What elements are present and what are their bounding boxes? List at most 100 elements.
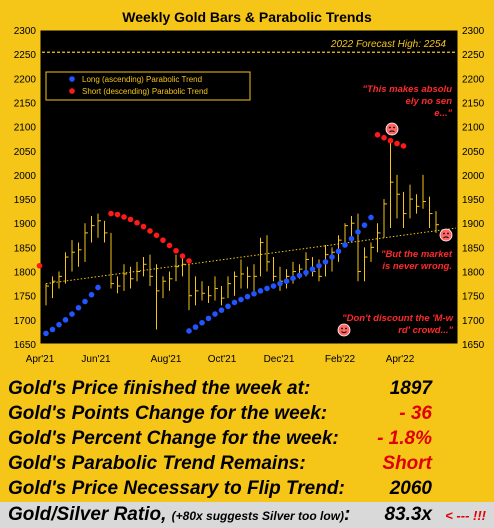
y-axis-left: 1650 1700 1750 1800 1850 1900 1950 2000 2050 2100…: [14, 26, 37, 351]
long-trend-dot: [43, 330, 49, 337]
long-trend-dot: [225, 303, 231, 310]
long-trend-dot: [186, 328, 192, 334]
annotation-line: "Don't discount the 'M-w: [342, 313, 453, 324]
long-trend-dot: [277, 280, 283, 287]
annotation-line: e...": [434, 108, 452, 119]
stat-value: - 36: [399, 403, 432, 424]
long-trend-dot: [218, 307, 225, 313]
short-trend-dot: [121, 214, 127, 220]
legend-short-label: Short (descending) Parabolic Trend: [82, 87, 208, 96]
y-tick-label: 1900: [462, 219, 485, 230]
short-trend-dot: [387, 137, 394, 144]
ratio-note: (+80x suggests Silver too low): [171, 509, 345, 523]
stat-label: Gold's Price finished the week at:: [8, 378, 311, 399]
short-trend-dot: [394, 140, 400, 147]
face-eye: [447, 232, 449, 235]
long-trend-dot: [329, 254, 335, 260]
short-trend-dot: [36, 262, 43, 269]
stat-label: Gold's Percent Change for the week:: [8, 428, 339, 449]
annotation-line: "This makes absolu: [362, 84, 452, 95]
long-trend-dot: [212, 311, 218, 317]
stat-row-price: Gold's Price finished the week at: 1897: [0, 376, 494, 401]
long-trend-dot: [49, 326, 56, 333]
long-trend-dot: [88, 291, 95, 298]
long-trend-dot: [231, 299, 238, 306]
y-tick-label: 1900: [14, 219, 37, 230]
ratio-row: Gold/Silver Ratio, (+80x suggests Silver…: [0, 502, 494, 528]
stat-row-trend: Gold's Parabolic Trend Remains: Short: [0, 451, 494, 476]
stat-label: Gold's Price Necessary to Flip Trend:: [8, 478, 345, 499]
long-trend-dot: [355, 229, 361, 235]
legend-long-label: Long (ascending) Parabolic Trend: [82, 75, 202, 84]
long-trend-dot: [251, 290, 257, 297]
long-trend-dot: [303, 269, 309, 276]
short-trend-dot: [160, 237, 166, 243]
y-tick-label: 2000: [14, 171, 37, 182]
long-trend-dot: [56, 321, 62, 328]
stat-value: 2060: [389, 478, 432, 499]
y-tick-label: 2100: [14, 123, 37, 134]
annotation-line: "But the market: [381, 249, 453, 260]
face-circle: [337, 323, 351, 337]
annotations: "This makes absolu ely no sen e..." "But th…: [337, 84, 454, 337]
long-trend-dot: [244, 293, 251, 300]
y-tick-label: 1700: [14, 316, 37, 327]
face-circle: [385, 122, 399, 136]
y-tick-label: 2000: [462, 171, 485, 182]
annotation-never-wrong: "But the market is never wrong.: [381, 249, 453, 272]
y-tick-label: 2200: [462, 74, 485, 85]
long-trend-dot: [205, 315, 212, 322]
y-tick-label: 1650: [462, 340, 485, 351]
stat-value: - 1.8%: [377, 428, 432, 449]
short-trend-dot: [179, 253, 186, 259]
ratio-alert: < --- !!!: [445, 508, 486, 523]
stats-panel: Gold's Price finished the week at: 1897 …: [0, 374, 494, 528]
stat-row-percent-change: Gold's Percent Change for the week: - 1.…: [0, 426, 494, 451]
ratio-label-group: Gold/Silver Ratio, (+80x suggests Silver…: [8, 504, 350, 526]
long-trend-dot: [82, 298, 88, 305]
annotation-line: ely no sen: [406, 96, 453, 107]
y-tick-label: 2050: [462, 147, 485, 158]
long-trend-dot: [95, 284, 101, 291]
confused-face-icon: [385, 122, 399, 136]
plot-layer: [36, 51, 457, 337]
y-tick-label: 1750: [14, 292, 37, 303]
face-circle: [439, 228, 453, 242]
face-eye: [341, 327, 343, 330]
ratio-label: Gold/Silver Ratio,: [8, 504, 167, 525]
long-trend-dot: [335, 248, 342, 255]
short-trend-dot: [114, 211, 121, 218]
long-trend-dot: [238, 296, 244, 303]
x-tick-label: Jun'21: [81, 354, 111, 365]
face-mouth: [389, 130, 395, 133]
stat-label: Gold's Parabolic Trend Remains:: [8, 453, 306, 474]
y-tick-label: 2150: [462, 98, 485, 109]
y-tick-label: 2200: [14, 74, 37, 85]
short-trend-dot: [134, 219, 140, 226]
annotation-line: rd' crowd...": [398, 325, 453, 336]
long-trend-dot: [257, 288, 264, 294]
short-trend-dot: [400, 143, 407, 149]
long-trend-dot: [270, 283, 277, 289]
y-tick-label: 2300: [462, 26, 485, 37]
y-tick-label: 1650: [14, 340, 37, 351]
y-tick-label: 1800: [14, 268, 37, 279]
face-mouth: [341, 331, 347, 334]
y-tick-label: 2250: [462, 50, 485, 61]
y-tick-label: 1850: [14, 243, 37, 254]
long-trend-dot: [322, 259, 329, 265]
x-tick-label: Oct'21: [208, 354, 237, 365]
y-tick-label: 2050: [14, 147, 37, 158]
long-trend-dot: [283, 278, 290, 285]
x-tick-label: Aug'21: [151, 354, 182, 365]
long-trend-dot: [192, 324, 199, 330]
face-mouth: [443, 236, 449, 239]
face-eye: [443, 232, 445, 235]
y-tick-label: 2300: [14, 26, 37, 37]
stat-value: 1897: [389, 378, 432, 399]
legend-box: [45, 71, 251, 101]
short-trend-dot: [166, 242, 173, 249]
gold-chart: Weekly Gold Bars & Parabolic Trends 1650…: [14, 9, 485, 365]
annotation-line: is never wrong.: [382, 261, 452, 272]
short-trend-dot: [381, 134, 387, 141]
